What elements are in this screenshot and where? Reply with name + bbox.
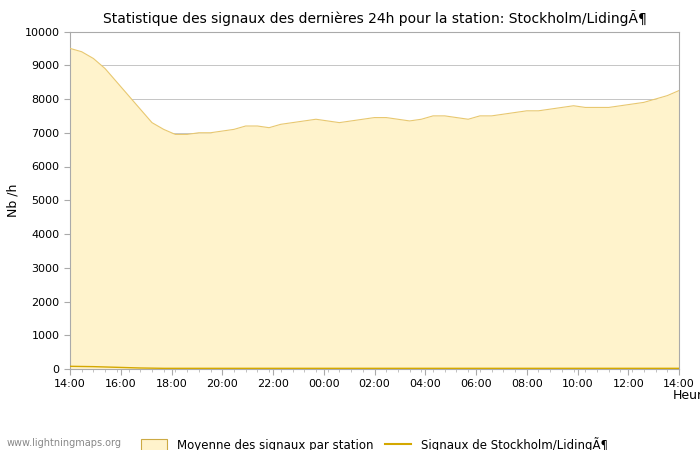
Y-axis label: Nb /h: Nb /h [6, 184, 19, 217]
Title: Statistique des signaux des dernières 24h pour la station: Stockholm/LidingÃ¶: Statistique des signaux des dernières 24… [103, 10, 646, 26]
Text: www.lightningmaps.org: www.lightningmaps.org [7, 438, 122, 448]
X-axis label: Heure: Heure [673, 389, 700, 402]
Legend: Moyenne des signaux par station, Signaux de Stockholm/LidingÃ¶: Moyenne des signaux par station, Signaux… [136, 431, 613, 450]
